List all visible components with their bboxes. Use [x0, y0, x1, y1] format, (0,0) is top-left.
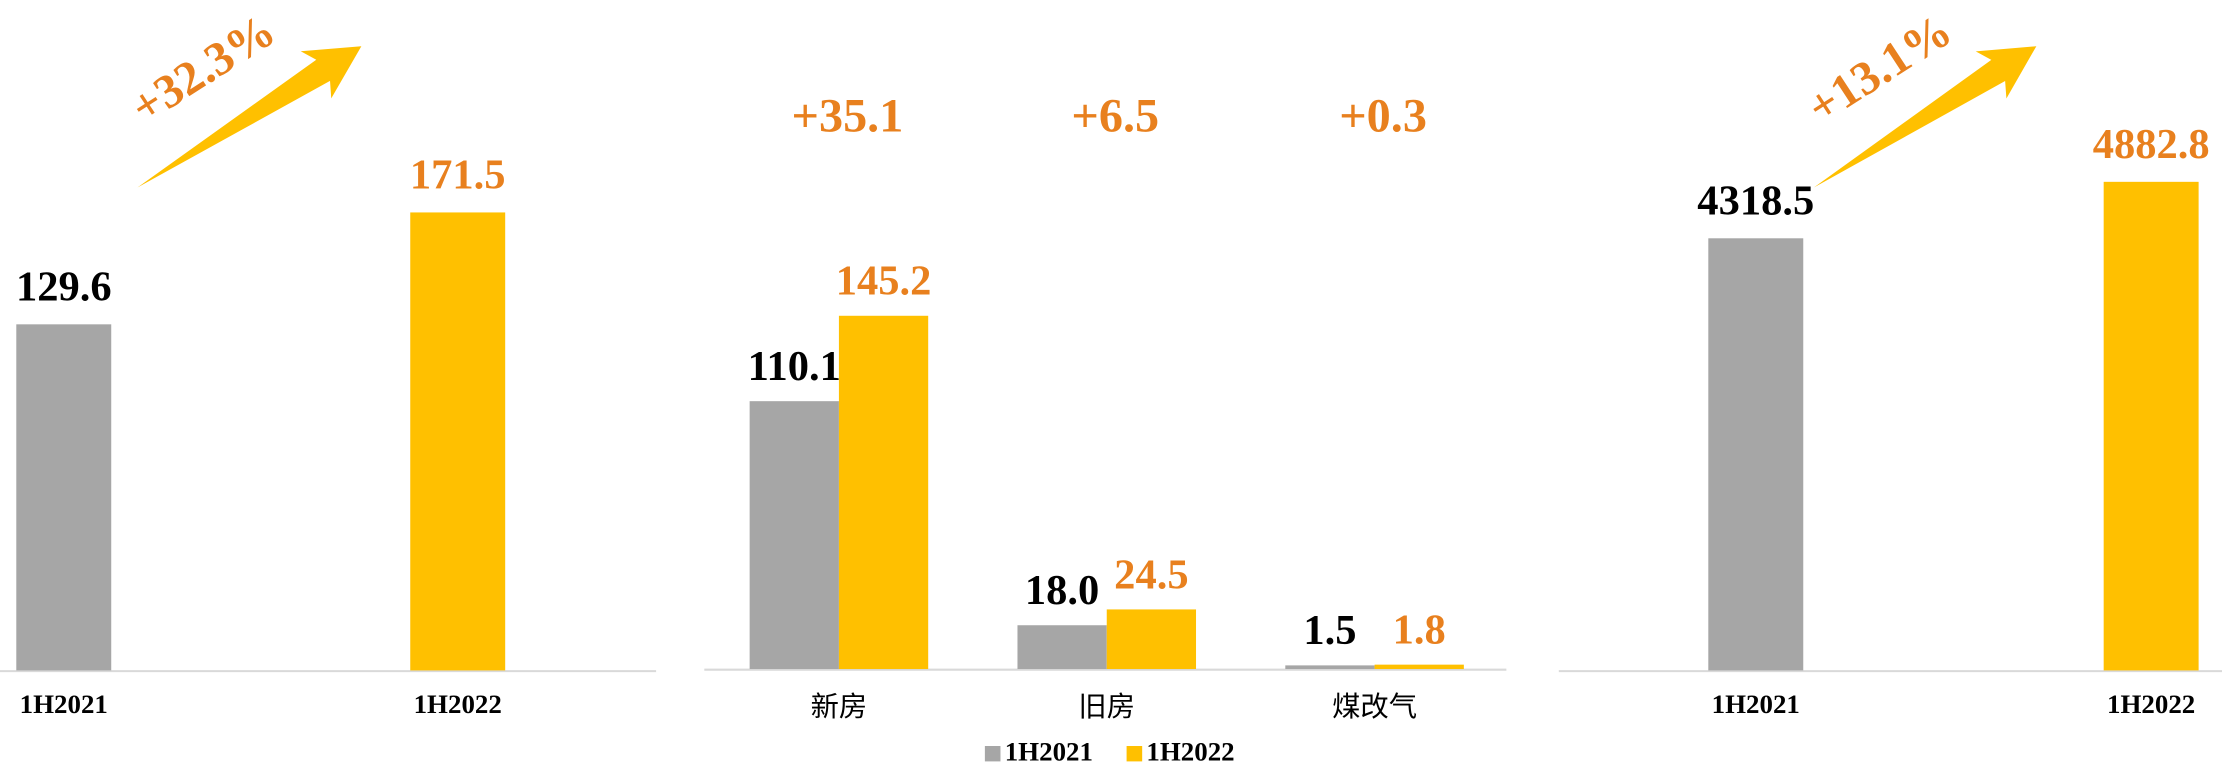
- growth-arrow: [1813, 46, 2037, 188]
- legend-label: 1H2021: [1005, 737, 1093, 767]
- data-label: 4882.8: [2093, 121, 2210, 168]
- legend-swatch: [984, 746, 1001, 762]
- x-tick-label: 1H2021: [20, 689, 108, 719]
- bar: [1374, 664, 1464, 670]
- difference-label: +6.5: [1071, 90, 1159, 143]
- x-tick-label: 旧房: [1078, 691, 1135, 723]
- legend-swatch: [1126, 746, 1143, 762]
- difference-label: +35.1: [792, 90, 904, 143]
- data-label: 18.0: [1025, 567, 1099, 614]
- data-label: 110.1: [748, 343, 841, 390]
- data-label: 145.2: [836, 258, 932, 305]
- growth-arrow: [137, 46, 362, 188]
- bar: [749, 401, 839, 670]
- bar: [1708, 238, 1804, 671]
- difference-label: +0.3: [1339, 90, 1427, 143]
- x-tick-label: 煤改气: [1332, 691, 1417, 723]
- bar: [2103, 181, 2199, 671]
- data-label: 4318.5: [1697, 178, 1814, 225]
- bar: [1106, 609, 1197, 670]
- data-label: 129.6: [16, 264, 112, 311]
- bar: [410, 212, 506, 671]
- data-label: 171.5: [410, 152, 506, 199]
- data-label: 1.5: [1303, 607, 1356, 654]
- legend-label: 1H2022: [1146, 737, 1234, 767]
- data-label: 1.8: [1393, 607, 1446, 654]
- bar: [16, 324, 112, 671]
- data-label: 24.5: [1114, 552, 1188, 599]
- x-tick-label: 1H2022: [414, 689, 502, 719]
- bar: [1017, 625, 1107, 670]
- bar: [1285, 665, 1375, 670]
- bar: [838, 315, 929, 670]
- x-tick-label: 新房: [811, 691, 868, 723]
- x-tick-label: 1H2021: [1712, 689, 1800, 719]
- x-tick-label: 1H2022: [2107, 689, 2195, 719]
